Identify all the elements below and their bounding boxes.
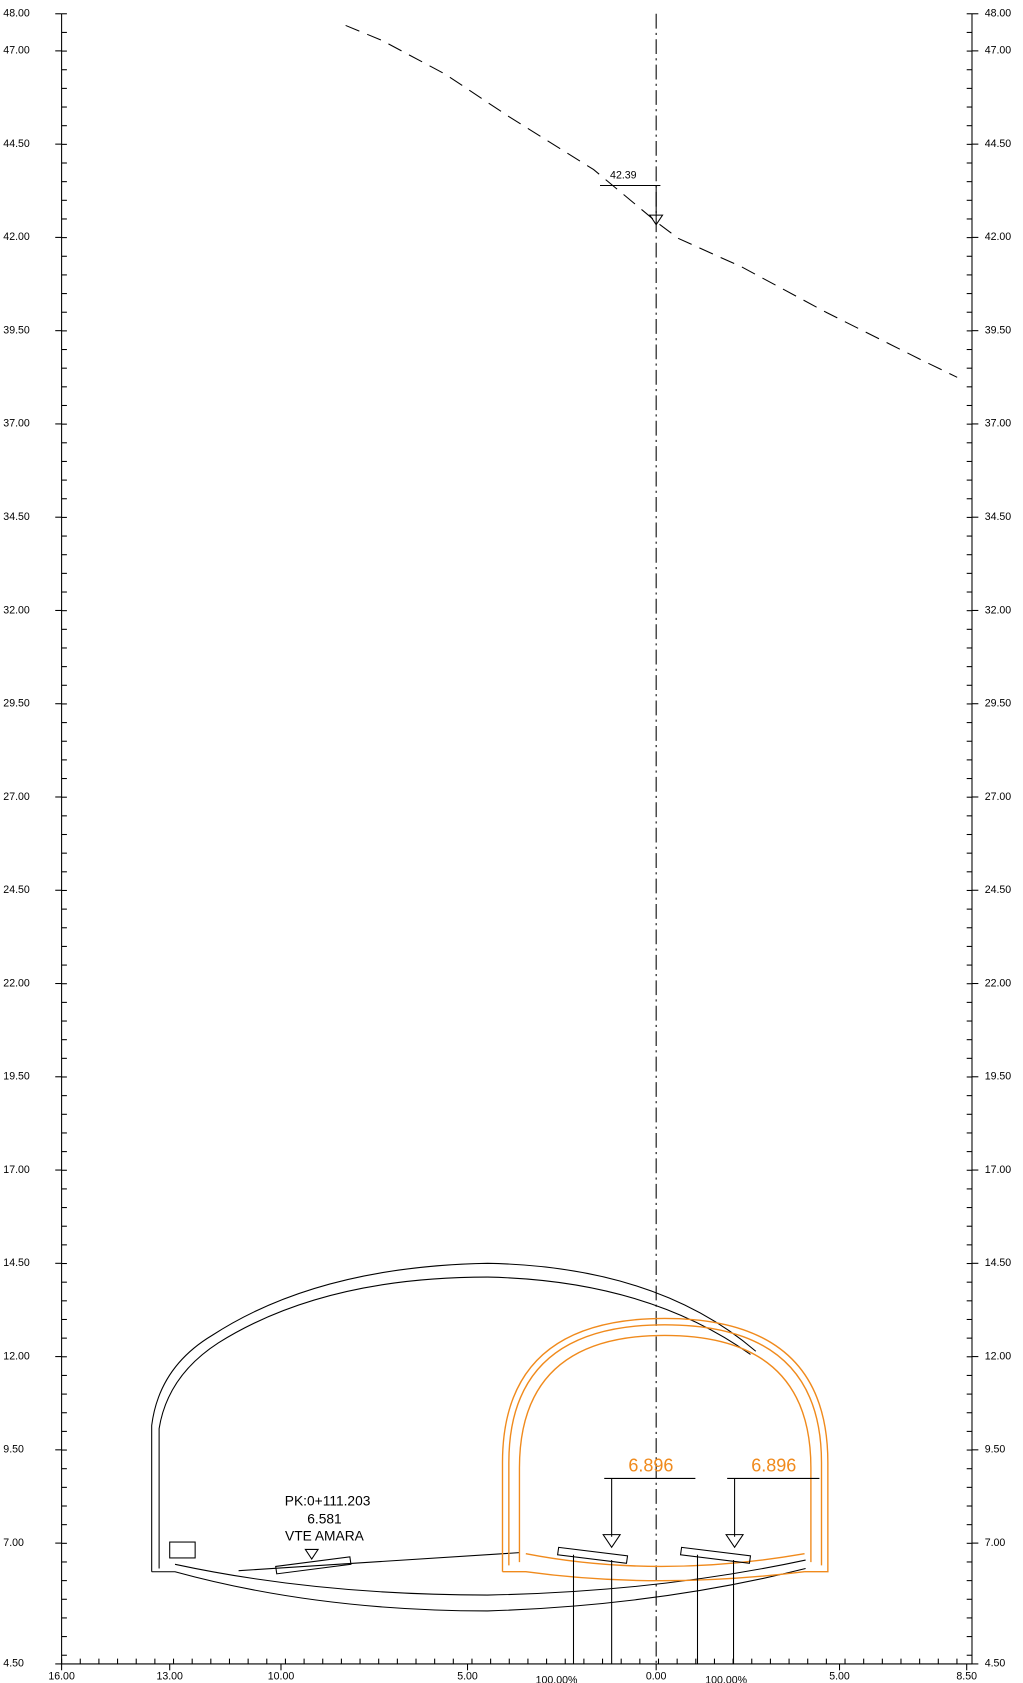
- y-label-left: 39.50: [3, 324, 30, 336]
- y-label-right: 42.00: [985, 231, 1012, 243]
- x-label: 13.00: [156, 1670, 183, 1682]
- y-label-right: 48.00: [985, 8, 1012, 20]
- y-label-left: 9.50: [3, 1444, 24, 1456]
- y-label-left: 48.00: [3, 8, 30, 20]
- y-label-left: 12.00: [3, 1350, 30, 1362]
- y-label-right: 4.50: [985, 1658, 1006, 1670]
- tunnel-invert-outer: [151, 1568, 806, 1612]
- slope-left: 100.00%: [536, 1675, 578, 1683]
- y-label-right: 47.00: [985, 45, 1012, 57]
- y-label-left: 22.00: [3, 977, 30, 989]
- terrain-level: 42.39: [610, 170, 637, 182]
- axes: [61, 13, 973, 1665]
- vte-name: VTE AMARA: [285, 1528, 365, 1543]
- x-label: 16.00: [48, 1670, 75, 1682]
- y-label-right: 44.50: [985, 138, 1012, 150]
- y-label-left: 44.50: [3, 138, 30, 150]
- slope-right: 100.00%: [705, 1675, 747, 1683]
- y-label-left: 32.00: [3, 604, 30, 616]
- x-label: 5.00: [457, 1670, 478, 1682]
- y-label-right: 27.00: [985, 791, 1012, 803]
- vte-triangle: [304, 1548, 320, 1560]
- x-label: 5.00: [829, 1670, 850, 1682]
- y-label-left: 17.00: [3, 1164, 30, 1176]
- y-label-left: 4.50: [3, 1658, 24, 1670]
- y-label-right: 17.00: [985, 1164, 1012, 1176]
- y-label-right: 9.50: [985, 1444, 1006, 1456]
- slabs: [557, 1546, 752, 1564]
- level-triangle: [648, 214, 664, 226]
- tunnel-outer: [151, 1262, 757, 1572]
- x-label: 8.50: [956, 1670, 977, 1682]
- pk-label: PK:0+111.203: [285, 1493, 371, 1508]
- dimension-lines: [572, 1554, 735, 1664]
- y-label-right: 37.00: [985, 418, 1012, 430]
- y-label-right: 32.00: [985, 604, 1012, 616]
- y-label-right: 14.50: [985, 1257, 1012, 1269]
- y-label-left: 14.50: [3, 1257, 30, 1269]
- y-label-right: 19.50: [985, 1071, 1012, 1083]
- orange-inner: [518, 1334, 812, 1563]
- y-label-left: 7.00: [3, 1537, 24, 1549]
- slab: [275, 1556, 352, 1575]
- y-label-left: 47.00: [3, 45, 30, 57]
- y-label-right: 22.00: [985, 977, 1012, 989]
- road-line: [238, 1552, 520, 1572]
- y-label-left: 37.00: [3, 418, 30, 430]
- y-label-right: 12.00: [985, 1350, 1012, 1362]
- y-label-left: 27.00: [3, 791, 30, 803]
- y-label-left: 24.50: [3, 884, 30, 896]
- tunnel-invert-inner: [174, 1559, 806, 1596]
- orange-outer: [501, 1317, 829, 1573]
- y-label-left: 19.50: [3, 1071, 30, 1083]
- y-label-left: 34.50: [3, 511, 30, 523]
- y-label-left: 42.00: [3, 231, 30, 243]
- y-label-right: 29.50: [985, 698, 1012, 710]
- orange-mid: [508, 1324, 823, 1566]
- level-marks: [602, 1477, 820, 1549]
- orange-invert: [502, 1553, 805, 1582]
- y-label-right: 39.50: [985, 324, 1012, 336]
- y-label-left: 29.50: [3, 698, 30, 710]
- level-right: 6.896: [751, 1456, 796, 1476]
- x-label: 10.00: [268, 1670, 295, 1682]
- y-label-right: 7.00: [985, 1537, 1006, 1549]
- terrain-line: [345, 24, 958, 378]
- tunnel-inner: [158, 1276, 751, 1569]
- vte-level: 6.581: [307, 1511, 341, 1526]
- cable-duct: [169, 1541, 196, 1559]
- x-label: 0.00: [646, 1670, 667, 1682]
- level-left: 6.896: [628, 1456, 673, 1476]
- y-label-right: 34.50: [985, 511, 1012, 523]
- y-label-right: 24.50: [985, 884, 1012, 896]
